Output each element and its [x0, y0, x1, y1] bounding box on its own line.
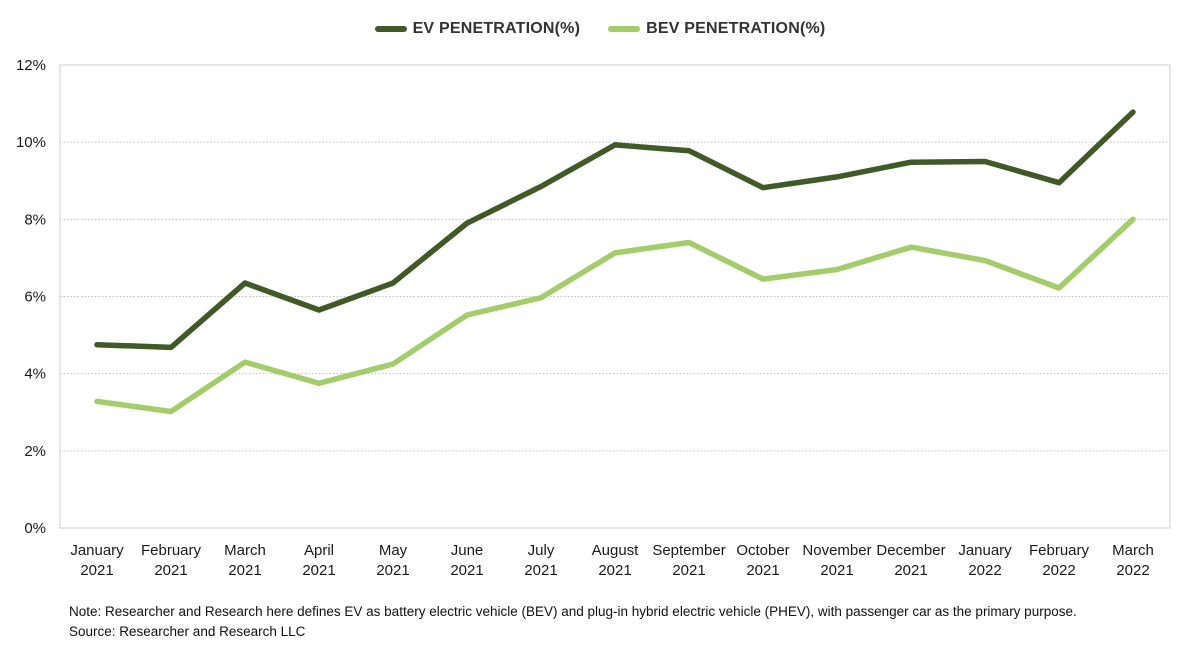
data-point-bev: [390, 361, 396, 367]
series-line-ev: [94, 109, 1136, 351]
data-point-ev: [1056, 180, 1062, 185]
data-point-ev: [316, 307, 322, 313]
legend-swatch-ev: [374, 26, 407, 32]
y-tick-label: 8%: [24, 211, 46, 228]
x-tick-label: January 2021: [70, 542, 124, 579]
data-point-ev: [168, 345, 174, 350]
y-tick-label: 2%: [24, 443, 46, 460]
x-tick-label: July 2021: [524, 542, 557, 579]
plot-frame: [59, 64, 1171, 529]
data-point-bev: [908, 244, 914, 250]
y-tick-label: 4%: [24, 366, 46, 383]
data-point-ev: [464, 220, 470, 226]
data-point-bev: [686, 240, 692, 245]
x-tick-label: March 2022: [1112, 542, 1154, 579]
x-tick-label: September 2021: [652, 542, 725, 579]
data-point-bev: [168, 409, 174, 414]
legend-item-ev: EV PENETRATION(%): [374, 20, 581, 38]
x-tick-label: June 2021: [450, 542, 483, 579]
data-point-ev: [908, 160, 914, 165]
x-tick-label: March 2021: [224, 542, 266, 579]
x-tick-label: February 2022: [1029, 542, 1090, 579]
x-tick-label: November 2021: [802, 542, 871, 579]
series-line-bev: [94, 216, 1136, 415]
data-point-bev: [834, 267, 840, 272]
x-tick-label: April 2021: [302, 542, 335, 579]
legend-item-bev: BEV PENETRATION(%): [608, 20, 825, 38]
y-tick-label: 10%: [16, 134, 46, 151]
data-point-ev: [834, 174, 840, 180]
x-tick-label: May 2021: [376, 542, 409, 579]
data-point-ev: [1130, 109, 1136, 115]
footnote-note: Note: Researcher and Research here defin…: [69, 604, 1077, 619]
footnote-source: Source: Researcher and Research LLC: [69, 624, 306, 639]
data-point-bev: [760, 276, 766, 282]
x-tick-label: August 2021: [592, 542, 640, 579]
legend-swatch-bev: [608, 26, 641, 32]
data-point-ev: [982, 159, 988, 164]
x-tick-label: December 2021: [876, 542, 945, 579]
x-tick-label: October 2021: [736, 542, 789, 579]
y-tick-label: 6%: [24, 289, 46, 306]
data-point-ev: [390, 280, 396, 286]
data-point-ev: [538, 184, 544, 189]
plot-area: 0% 2% 4% 6% 8% 10% 12% January 2021 February 2021 M…: [16, 57, 1171, 579]
data-point-ev: [94, 342, 100, 347]
data-point-bev: [1056, 285, 1062, 291]
data-point-ev: [760, 185, 766, 190]
data-point-bev: [1130, 217, 1136, 222]
data-point-ev: [612, 142, 618, 148]
data-point-bev: [242, 359, 248, 365]
data-point-bev: [316, 381, 322, 386]
data-point-ev: [686, 148, 692, 153]
chart-legend: EV PENETRATION(%) BEV PENETRATION(%): [0, 20, 1200, 38]
data-point-bev: [612, 250, 618, 256]
y-tick-label: 12%: [16, 57, 46, 74]
data-point-bev: [464, 312, 470, 318]
data-point-bev: [538, 295, 544, 300]
y-tick-label: 0%: [24, 520, 46, 537]
data-point-bev: [982, 258, 988, 263]
data-point-ev: [242, 280, 248, 286]
data-point-bev: [94, 399, 100, 404]
legend-label-ev: EV PENETRATION(%): [412, 20, 581, 37]
x-tick-label: February 2021: [141, 542, 202, 579]
legend-label-bev: BEV PENETRATION(%): [646, 20, 826, 37]
x-tick-label: January 2022: [958, 542, 1012, 579]
